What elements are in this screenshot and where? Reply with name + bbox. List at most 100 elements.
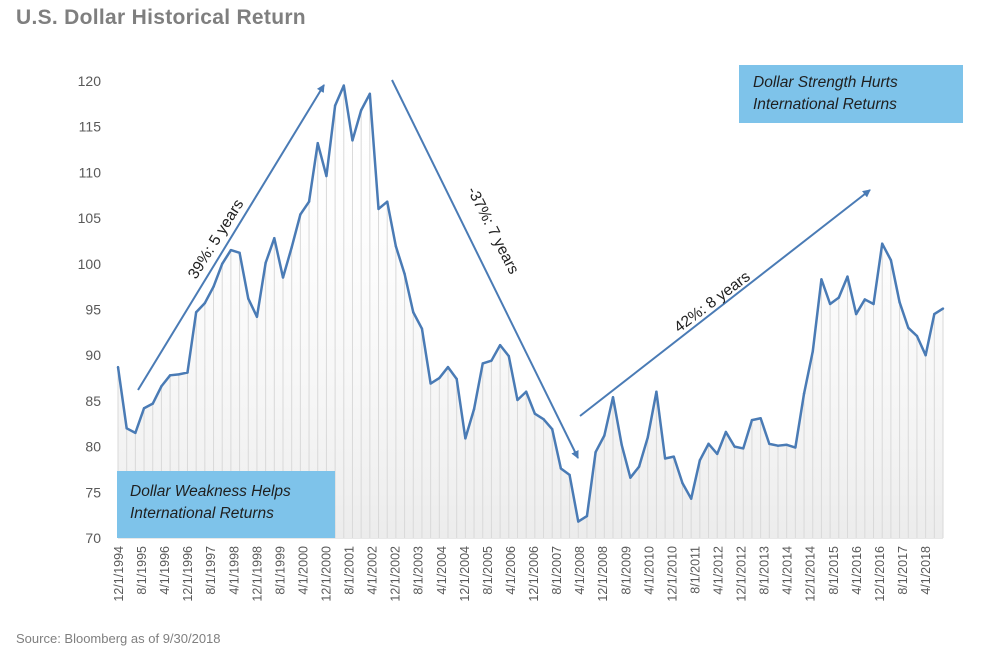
data-point (464, 437, 467, 440)
x-tick-label: 4/1/1998 (227, 546, 241, 595)
page-title: U.S. Dollar Historical Return (16, 6, 306, 29)
data-point (785, 443, 788, 446)
x-tick-label: 12/1/2010 (665, 546, 679, 602)
data-point (446, 365, 450, 369)
x-tick-label: 4/1/2014 (781, 546, 795, 595)
series-polyline (116, 84, 944, 523)
data-point (533, 412, 537, 415)
x-tick-label: 4/1/2016 (850, 546, 864, 595)
data-point (716, 452, 719, 456)
data-point (629, 476, 632, 479)
data-point (577, 520, 580, 523)
arrow-down (391, 79, 579, 459)
data-point (429, 382, 432, 385)
y-tick-label: 75 (85, 484, 101, 500)
data-point (420, 327, 424, 330)
data-point (542, 417, 545, 421)
y-tick-label: 70 (85, 530, 101, 546)
data-point (750, 418, 754, 422)
y-tick-label: 95 (85, 302, 101, 318)
data-point (663, 457, 667, 460)
x-tick-label: 8/1/1997 (204, 546, 218, 595)
data-point (116, 365, 120, 369)
x-tick-label: 12/1/2006 (527, 546, 541, 602)
data-point (186, 371, 189, 374)
data-point (820, 278, 823, 281)
y-tick-label: 85 (85, 393, 101, 409)
data-point (247, 297, 250, 300)
data-point (941, 307, 945, 310)
series-line (116, 84, 945, 523)
x-axis: 12/1/1994 8/1/1995 4/1/1996 12/1/1996 8/1/19… (112, 537, 943, 602)
data-point (212, 285, 215, 288)
y-axis: 70 75 80 85 90 95 100 105 110 115 120 (78, 73, 102, 546)
weakness-line-1: Dollar Weakness Helps (130, 483, 291, 500)
data-point (368, 92, 372, 95)
x-tick-label: 4/1/2002 (366, 546, 380, 595)
data-point (281, 276, 285, 279)
data-point (863, 298, 867, 301)
data-point (229, 248, 233, 252)
x-tick-label: 8/1/2013 (758, 546, 772, 595)
data-point (160, 385, 163, 388)
data-point (828, 302, 832, 306)
arrow-up-2 (579, 189, 871, 417)
x-tick-label: 4/1/2018 (919, 546, 933, 595)
data-point (333, 104, 337, 107)
x-tick-label: 4/1/2004 (435, 546, 449, 595)
data-point (846, 275, 849, 278)
x-tick-label: 8/1/2005 (481, 546, 495, 595)
data-point (915, 334, 919, 338)
data-point (603, 434, 606, 437)
data-point (255, 315, 259, 319)
x-tick-label: 8/1/1999 (273, 546, 287, 595)
x-tick-label: 12/1/2014 (804, 546, 818, 602)
data-point (507, 354, 510, 358)
data-point (238, 251, 241, 255)
x-tick-label: 8/1/2009 (619, 546, 633, 595)
x-tick-label: 4/1/1996 (158, 546, 172, 595)
y-tick-label: 115 (79, 119, 102, 135)
data-point (655, 390, 658, 393)
data-point (168, 374, 172, 377)
data-point (742, 447, 745, 450)
data-point (490, 359, 493, 362)
data-point (802, 392, 806, 395)
weakness-annotation-box: Dollar Weakness Helps International Retu… (117, 471, 335, 538)
data-point (377, 207, 380, 211)
data-point (194, 311, 198, 314)
data-point (351, 139, 354, 142)
data-point (637, 465, 641, 468)
data-point (221, 262, 224, 265)
data-point (455, 377, 458, 381)
y-tick-label: 120 (78, 73, 102, 89)
data-point (689, 497, 693, 500)
y-tick-label: 90 (85, 347, 101, 363)
data-point (854, 312, 858, 316)
data-point (585, 514, 589, 518)
data-point (898, 300, 901, 304)
x-tick-label: 12/1/2012 (735, 546, 749, 602)
data-point (724, 430, 728, 434)
y-tick-label: 110 (79, 164, 102, 180)
data-point (481, 362, 484, 365)
arrow-up-1 (137, 84, 325, 391)
drop-lines (117, 85, 944, 538)
data-point (768, 442, 771, 446)
x-tick-label: 8/1/2003 (412, 546, 426, 595)
data-point (594, 450, 597, 454)
data-point (620, 443, 623, 446)
data-point (524, 390, 528, 393)
weakness-line-2: International Returns (130, 505, 274, 522)
data-point (794, 446, 797, 449)
data-point (707, 442, 710, 446)
data-point (307, 200, 311, 203)
data-point (568, 473, 571, 477)
x-tick-label: 8/1/2007 (550, 546, 564, 595)
arrow-up-2-label: 42%: 8 years (671, 268, 754, 336)
x-tick-label: 12/1/2016 (873, 546, 887, 602)
x-tick-label: 12/1/2004 (458, 546, 472, 602)
data-point (646, 436, 649, 439)
data-point (177, 373, 180, 376)
data-point (889, 258, 893, 262)
